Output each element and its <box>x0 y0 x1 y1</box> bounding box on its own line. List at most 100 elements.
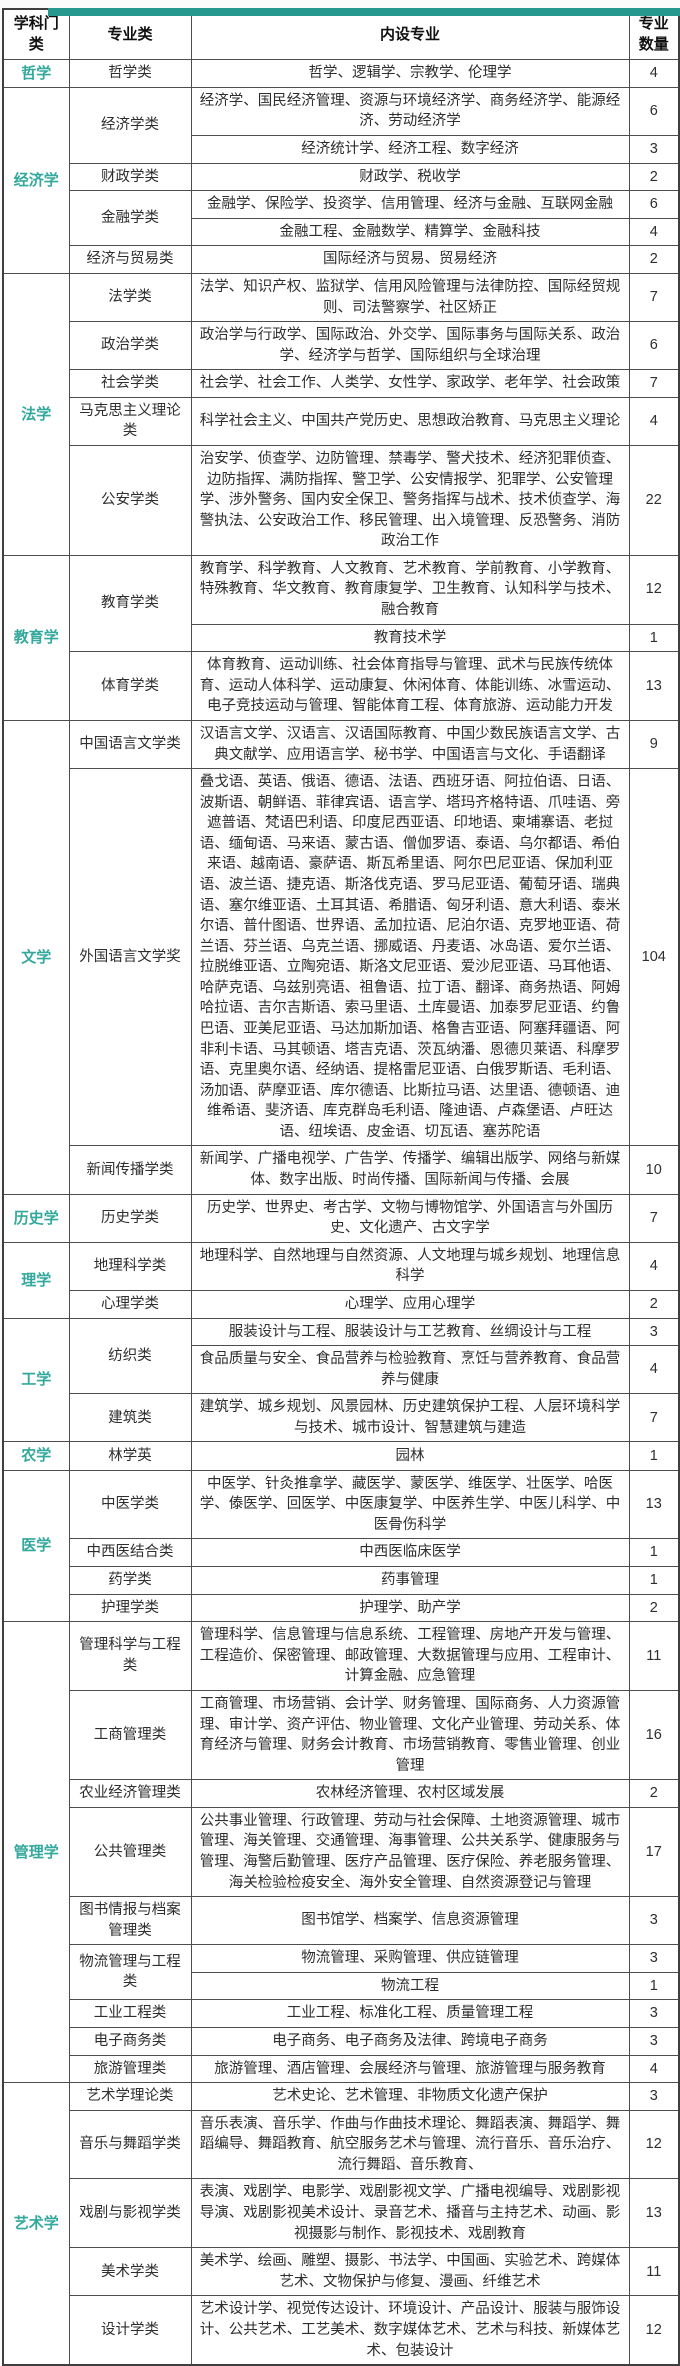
discipline-cell: 艺术学 <box>2 2082 70 2366</box>
majors-cell: 音乐表演、音乐学、作曲与作曲技术理论、舞蹈表演、舞蹈学、舞蹈编导、舞蹈教育、航空… <box>190 2109 630 2180</box>
majors-cell: 旅游管理、酒店管理、会展经济与管理、旅游管理与服务教育 <box>190 2054 630 2084</box>
table-row: 教育学 教育学类 教育学、科学教育、人文教育、艺术教育、学前教育、小学教育、特殊教育… <box>2 554 680 721</box>
count-cell: 2 <box>628 245 680 274</box>
count-cell: 13 <box>628 1469 680 1540</box>
majors-cell: 新闻学、广播电视学、广告学、传播学、编辑出版学、网络与新媒体、数字出版、时尚传播… <box>190 1145 630 1195</box>
table-row: 旅游管理类 旅游管理、酒店管理、会展经济与管理、旅游管理与服务教育 4 <box>3 2054 680 2084</box>
count-cell: 1 <box>628 1566 680 1595</box>
category-cell: 经济学类 <box>68 86 192 164</box>
table-row: 工学 纺织类 服装设计与工程、服装设计与工艺教育、丝绸设计与工程 3 <box>2 1317 680 1443</box>
table-row: 农学 林学英 园林 1 <box>2 1441 680 1471</box>
category-cell: 美术学类 <box>68 2247 192 2297</box>
count-cell: 6 <box>628 190 680 219</box>
majors-cell: 食品质量与安全、食品营养与检验教育、烹饪与营养教育、食品营养与健康 <box>190 1345 630 1395</box>
count-cell: 2 <box>628 1779 680 1808</box>
majors-cell: 汉语言文学、汉语言、汉语国际教育、中国少数民族语言文学、古典文献学、应用语言学、… <box>190 719 630 770</box>
count-cell: 104 <box>628 768 680 1147</box>
majors-cell: 金融学、保险学、投资学、信用管理、经济与金融、互联网金融 <box>190 190 630 219</box>
category-cell: 新闻传播学类 <box>68 1145 192 1195</box>
majors-cell: 法学、知识产权、监狱学、信用风险管理与法律防控、国际经贸规则、司法警察学、社区矫… <box>190 272 630 323</box>
category-cell: 护理学类 <box>68 1593 192 1623</box>
count-cell: 6 <box>628 321 680 371</box>
top-accent-bar <box>48 8 680 16</box>
table-row: 农业经济管理类 农林经济管理、农村区域发展 2 <box>3 1779 680 1808</box>
category-cell: 设计学类 <box>68 2295 192 2366</box>
majors-cell: 公共事业管理、行政管理、劳动与社会保障、土地资源管理、城市管理、海关管理、交通管… <box>190 1806 630 1898</box>
table-row: 心理学类 心理学、应用心理学 2 <box>3 1289 680 1319</box>
count-cell: 13 <box>628 651 680 721</box>
table-row: 图书情报与档案管理类 图书馆学、档案学、信息资源管理 3 <box>3 1896 680 1946</box>
majors-table: 学科门类 专业类 内设专业 专业数量 哲学 哲学类 哲学、逻辑学、宗教学、伦理学 4 经… <box>2 8 680 2366</box>
category-cell: 林学英 <box>68 1441 192 1471</box>
table-row: 体育学类 体育教育、运动训练、社会体育指导与管理、武术与民族传统体育、运动人体科学… <box>3 651 680 721</box>
category-cell: 经济与贸易类 <box>68 245 192 274</box>
table-row: 工商管理类 工商管理、市场营销、会计学、财务管理、国际商务、人力资源管理、审计学、… <box>3 1689 680 1781</box>
table-row: 公共管理类 公共事业管理、行政管理、劳动与社会保障、土地资源管理、城市管理、海关管… <box>3 1806 680 1898</box>
majors-cell: 工业工程、标准化工程、质量管理工程 <box>190 1999 630 2029</box>
table-row: 理学 地理科学类 地理科学、自然地理与自然资源、人文地理与城乡规划、地理信息科学 4 <box>2 1241 680 1319</box>
discipline-cell: 管理学 <box>2 1621 70 2084</box>
category-cell: 建筑类 <box>68 1393 192 1443</box>
count-cell: 7 <box>628 1193 680 1243</box>
majors-cell: 哲学、逻辑学、宗教学、伦理学 <box>190 58 630 88</box>
table-row: 设计学类 艺术设计学、视觉传达设计、环境设计、产品设计、服装与服饰设计、公共艺术、… <box>3 2295 680 2366</box>
category-cell: 电子商务类 <box>68 2027 192 2056</box>
count-cell: 3 <box>628 135 680 164</box>
table-row: 建筑类 建筑学、城乡规划、风景园林、历史建筑保护工程、人层环境科学与技术、城市设计… <box>3 1393 680 1443</box>
table-row: 戏剧与影视学类 表演、戏剧学、电影学、戏剧影视文学、广播电视编导、戏剧影视导演、戏… <box>3 2178 680 2249</box>
count-cell: 10 <box>628 1145 680 1195</box>
count-cell: 3 <box>628 1896 680 1946</box>
table-row: 公安学类 治安学、侦查学、边防管理、禁毒学、警犬技术、经济犯罪侦查、边防指挥、满防… <box>3 444 680 556</box>
majors-cell: 体育教育、运动训练、社会体育指导与管理、武术与民族传统体育、运动人体科学、运动康… <box>190 651 630 721</box>
majors-cell: 农林经济管理、农村区域发展 <box>190 1779 630 1808</box>
header-category: 专业类 <box>68 8 192 60</box>
category-cell: 图书情报与档案管理类 <box>68 1896 192 1946</box>
majors-cell: 治安学、侦查学、边防管理、禁毒学、警犬技术、经济犯罪侦查、边防指挥、满防指挥、警… <box>190 444 630 556</box>
majors-cell: 叠戈语、英语、俄语、德语、法语、西班牙语、阿拉伯语、日语、波斯语、朝鲜语、菲律宾… <box>190 768 630 1147</box>
table-row: 社会学类 社会学、社会工作、人类学、女性学、家政学、老年学、社会政策 7 <box>3 369 680 398</box>
count-cell: 1 <box>628 1971 680 2001</box>
count-cell: 11 <box>628 2247 680 2297</box>
category-cell: 旅游管理类 <box>68 2054 192 2084</box>
table-row: 医学 中医学类 中医学、针灸推拿学、藏医学、蒙医学、维医学、壮医学、哈医学、傣医学、… <box>2 1469 680 1623</box>
majors-cell: 历史学、世界史、考古学、文物与博物馆学、外国语言与外国历史、文化遗产、古文字学 <box>190 1193 630 1243</box>
table-row: 美术学类 美术学、绘画、雕塑、摄影、书法学、中国画、实验艺术、跨媒体艺术、文物保护… <box>3 2247 680 2297</box>
majors-cell: 中医学、针灸推拿学、藏医学、蒙医学、维医学、壮医学、哈医学、傣医学、回医学、中医… <box>190 1469 630 1540</box>
majors-cell: 社会学、社会工作、人类学、女性学、家政学、老年学、社会政策 <box>190 369 630 398</box>
majors-cell: 服装设计与工程、服装设计与工艺教育、丝绸设计与工程 <box>190 1317 630 1347</box>
table-row: 护理学类 护理学、助产学 2 <box>3 1593 680 1623</box>
table-row: 中西医结合类 中西医临床医学 1 <box>3 1538 680 1568</box>
discipline-cell: 教育学 <box>2 554 70 721</box>
majors-cell: 美术学、绘画、雕塑、摄影、书法学、中国画、实验艺术、跨媒体艺术、文物保护与修复、… <box>190 2247 630 2297</box>
majors-cell: 经济学、国民经济管理、资源与环境经济学、商务经济学、能源经济、劳动经济学 <box>190 86 630 137</box>
count-cell: 3 <box>628 2027 680 2056</box>
majors-cell: 管理科学、信息管理与信息系统、工程管理、房地产开发与管理、工程造价、保密管理、邮… <box>190 1621 630 1691</box>
discipline-cell: 医学 <box>2 1469 70 1623</box>
header-row: 学科门类 专业类 内设专业 专业数量 <box>2 8 680 60</box>
category-cell: 工业工程类 <box>68 1999 192 2029</box>
count-cell: 7 <box>628 369 680 398</box>
table-row: 电子商务类 电子商务、电子商务及法律、跨境电子商务 3 <box>3 2027 680 2056</box>
count-cell: 3 <box>628 1317 680 1347</box>
table-row: 药学类 药事管理 1 <box>3 1566 680 1595</box>
count-cell: 4 <box>628 396 680 446</box>
table-row: 食品质量与安全、食品营养与检验教育、烹饪与营养教育、食品营养与健康 4 <box>3 1345 680 1395</box>
count-cell: 17 <box>628 1806 680 1898</box>
count-cell: 2 <box>628 162 680 192</box>
majors-table-body: 哲学 哲学类 哲学、逻辑学、宗教学、伦理学 4 经济学 经济学类 经济学、国民经济管理、资源… <box>2 58 680 2366</box>
count-cell: 12 <box>628 2295 680 2366</box>
count-cell: 3 <box>628 2082 680 2111</box>
header-discipline: 学科门类 <box>2 8 70 60</box>
table-row: 音乐与舞蹈学类 音乐表演、音乐学、作曲与作曲技术理论、舞蹈表演、舞蹈学、舞蹈编导、… <box>3 2109 680 2180</box>
majors-cell: 科学社会主义、中国共产党历史、思想政治教育、马克思主义理论 <box>190 396 630 446</box>
majors-cell: 物流管理、采购管理、供应链管理 <box>190 1944 630 1973</box>
count-cell: 12 <box>628 554 680 625</box>
count-cell: 6 <box>628 86 680 137</box>
count-cell: 7 <box>628 1393 680 1443</box>
majors-cell: 艺术史论、艺术管理、非物质文化遗产保护 <box>190 2082 630 2111</box>
table-row: 艺术学 艺术学理论类 艺术史论、艺术管理、非物质文化遗产保护 3 <box>2 2082 680 2366</box>
majors-cell: 地理科学、自然地理与自然资源、人文地理与城乡规划、地理信息科学 <box>190 1241 630 1291</box>
majors-cell: 护理学、助产学 <box>190 1593 630 1623</box>
table-row: 马克思主义理论类 科学社会主义、中国共产党历史、思想政治教育、马克思主义理论 4 <box>3 396 680 446</box>
category-cell: 农业经济管理类 <box>68 1779 192 1808</box>
